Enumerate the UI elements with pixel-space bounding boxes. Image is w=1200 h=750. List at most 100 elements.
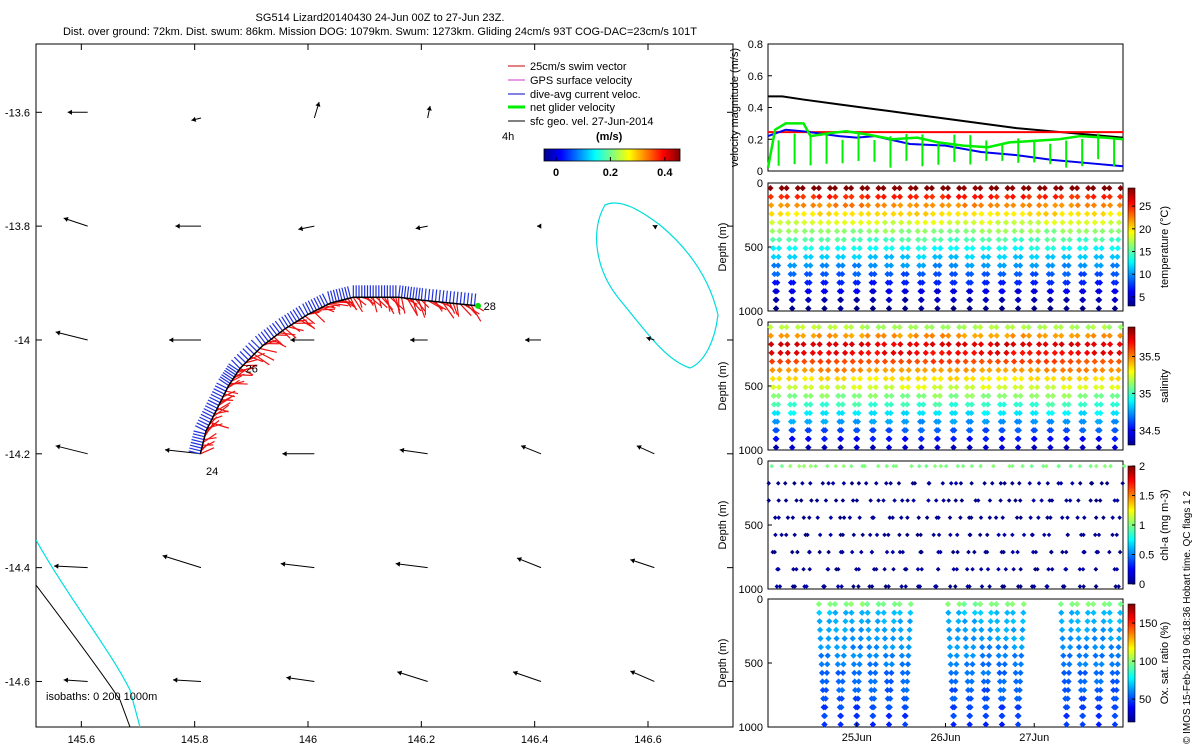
profile-point [1116,584,1121,589]
profile-point [1067,349,1075,357]
profile-point [954,635,961,642]
profile-point [926,481,932,486]
profile-point [923,341,930,348]
profile-point [967,418,975,425]
profile-point [978,566,984,572]
profile-point [842,341,849,348]
profile-point [900,686,907,694]
profile-point [950,549,956,555]
map-x-tick-label: 145.6 [68,734,96,746]
profile-point [1101,185,1108,192]
profile-point [1049,566,1055,572]
profile-point [1034,366,1041,374]
profile-point [1059,643,1067,651]
swim-vector [222,390,236,398]
profile-point [1009,609,1016,616]
profile-point [1043,366,1050,374]
profile-point [946,643,954,651]
map-y-tick-label: -13.8 [5,221,30,233]
profile-point [944,324,952,331]
legend-current-label: dive-avg current veloc. [530,89,641,101]
profile-point [1107,210,1114,218]
profile-point [1068,618,1075,625]
profile-point [1017,401,1024,408]
map-y-tick-label: -14.2 [5,449,30,461]
swim-vector [400,297,406,314]
profile-point [903,686,910,694]
profile-point [883,481,889,486]
profile-point [961,341,968,348]
profile-point [867,401,874,408]
profile-point [891,601,898,608]
profile-point [967,704,974,711]
profile-point [1033,384,1041,391]
profile-point [1019,635,1026,642]
profile-point [1109,262,1117,269]
profile-point [956,601,963,608]
geo-vector [164,449,202,455]
profile-point [1067,219,1074,226]
profile-point [1012,678,1020,685]
profile-point [1116,349,1123,357]
profile-point [1042,193,1049,200]
profile-point [823,498,829,503]
profile-point [774,279,781,286]
profile-point [1093,498,1099,503]
swim-vector [352,296,364,313]
section-x-tick-label: 27Jun [1019,732,1049,744]
profile-point [948,401,955,408]
profile-point [1047,296,1054,303]
profile-point [1017,678,1024,685]
profile-point [873,481,879,486]
profile-point [1081,669,1089,676]
profile-point [855,401,862,408]
profile-point [1002,481,1007,486]
current-vector [248,342,258,352]
profile-point [1093,253,1100,260]
profile-point [1045,584,1050,589]
profile-point [1099,366,1106,374]
profile-point [984,401,991,408]
profile-point [1115,643,1122,651]
profile-point [938,463,944,469]
profile-point [1079,305,1086,312]
current-vector [463,292,466,305]
profile-point [1082,652,1089,659]
map-axes: 145.6 145.8 146 146.2 146.4 146.6 -13.6 -13.8 -1… [5,44,733,746]
profile-point [972,324,979,331]
profile-point [1097,270,1104,278]
profile-point [857,643,864,651]
current-vector [310,299,318,311]
current-vector [250,339,261,349]
profile-point [1060,584,1066,589]
profile-point [1092,236,1099,243]
profile-point [1016,695,1023,702]
profile-point [1016,418,1023,425]
profile-point [1031,427,1039,434]
profile-point [1060,392,1068,399]
profile-point [1116,202,1123,209]
profile-point [905,375,912,382]
profile-point [889,375,896,382]
profile-point [993,609,1000,616]
profile-point [858,618,865,625]
profile-point [858,341,865,348]
swim-vector [282,330,291,339]
profile-point [899,498,905,503]
swim-vector [270,338,287,348]
profile-point [890,618,897,625]
profile-point [770,262,778,269]
geo-vector-head [521,444,526,450]
profile-point [1090,609,1097,616]
profile-point [1032,409,1039,417]
profile-point [1110,532,1115,538]
current-vector [221,374,232,382]
geo-vector-head [399,447,405,453]
profile-point [952,678,959,685]
profile-point [1058,193,1065,200]
profile-point [882,375,889,382]
profile-point [805,435,812,442]
profile-point [880,609,887,616]
profile-point [1095,444,1102,451]
current-vector [398,285,401,298]
